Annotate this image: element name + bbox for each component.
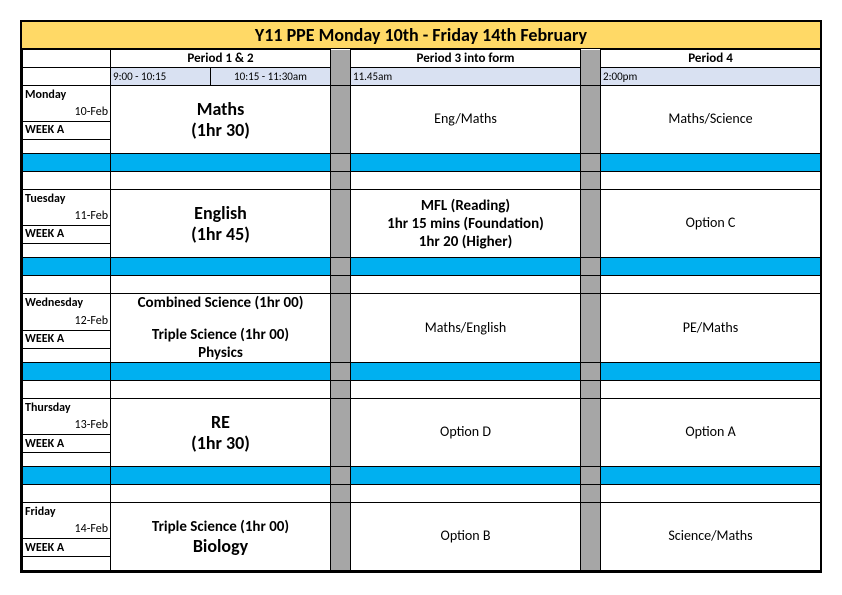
blank [23,557,111,571]
hdr-time-4: 2:00pm [601,68,821,86]
day-date: 13-Feb [23,417,111,435]
day-row-name: WednesdayCombined Science (1hr 00)Triple… [23,294,821,312]
gap [581,68,601,86]
day-week: WEEK A [23,330,111,348]
cell-period12: RE(1hr 30) [111,399,331,467]
day-row-name: TuesdayEnglish(1hr 45)MFL (Reading)1hr 1… [23,190,821,208]
gap [581,86,601,154]
gap [581,503,601,571]
blank [23,244,111,258]
day-date: 11-Feb [23,208,111,226]
day-name: Tuesday [23,190,111,208]
cell-period12: Maths(1hr 30) [111,86,331,154]
day-week: WEEK A [23,435,111,453]
gap [331,503,351,571]
header-row-periods: Period 1 & 2 Period 3 into form Period 4 [23,50,821,68]
day-date: 10-Feb [23,104,111,122]
cell-period4: Science/Maths [601,503,821,571]
separator-row [23,154,821,172]
gap [581,294,601,363]
hdr-period3: Period 3 into form [351,50,581,68]
post-sep-spacer [23,381,821,399]
cell-period12: Combined Science (1hr 00)Triple Science … [111,294,331,363]
gap [581,50,601,68]
separator-row [23,467,821,485]
day-week: WEEK A [23,539,111,557]
hdr-time-1b: 10:15 - 11:30am [211,68,331,86]
day-date: 14-Feb [23,521,111,539]
cell-period3: Eng/Maths [351,86,581,154]
header-row-times: 9:00 - 10:15 10:15 - 11:30am 11.45am 2:0… [23,68,821,86]
cell-period12: English(1hr 45) [111,190,331,258]
gap [581,399,601,467]
gap [581,190,601,258]
cell-period4: Maths/Science [601,86,821,154]
blank [23,349,111,363]
timetable-page: Y11 PPE Monday 10th - Friday 14th Februa… [20,20,822,573]
gap [331,399,351,467]
day-week: WEEK A [23,122,111,140]
cell-period4: Option C [601,190,821,258]
hdr-period4: Period 4 [601,50,821,68]
gap [331,68,351,86]
post-sep-spacer [23,172,821,190]
day-week: WEEK A [23,226,111,244]
cell-period3: Option B [351,503,581,571]
cell-period3: Option D [351,399,581,467]
cell-period3: MFL (Reading)1hr 15 mins (Foundation)1hr… [351,190,581,258]
cell-period3: Maths/English [351,294,581,363]
timetable: Period 1 & 2 Period 3 into form Period 4… [22,49,821,571]
gap [331,190,351,258]
day-row-name: FridayTriple Science (1hr 00)BiologyOpti… [23,503,821,521]
gap [331,294,351,363]
cell-period12: Triple Science (1hr 00)Biology [111,503,331,571]
separator-row [23,258,821,276]
day-name: Friday [23,503,111,521]
separator-row [23,363,821,381]
hdr-period12: Period 1 & 2 [111,50,331,68]
cell-period4: PE/Maths [601,294,821,363]
day-name: Thursday [23,399,111,417]
hdr-time-1a: 9:00 - 10:15 [111,68,211,86]
post-sep-spacer [23,485,821,503]
day-name: Wednesday [23,294,111,312]
cell-period4: Option A [601,399,821,467]
day-date: 12-Feb [23,312,111,330]
post-sep-spacer [23,276,821,294]
day-row-name: ThursdayRE(1hr 30)Option DOption A [23,399,821,417]
blank [23,140,111,154]
hdr-time-3: 11.45am [351,68,581,86]
page-title: Y11 PPE Monday 10th - Friday 14th Februa… [22,22,820,49]
gap [331,50,351,68]
day-name: Monday [23,86,111,104]
blank [23,68,111,86]
blank [23,50,111,68]
day-row-name: MondayMaths(1hr 30)Eng/MathsMaths/Scienc… [23,86,821,104]
blank [23,453,111,467]
gap [331,86,351,154]
